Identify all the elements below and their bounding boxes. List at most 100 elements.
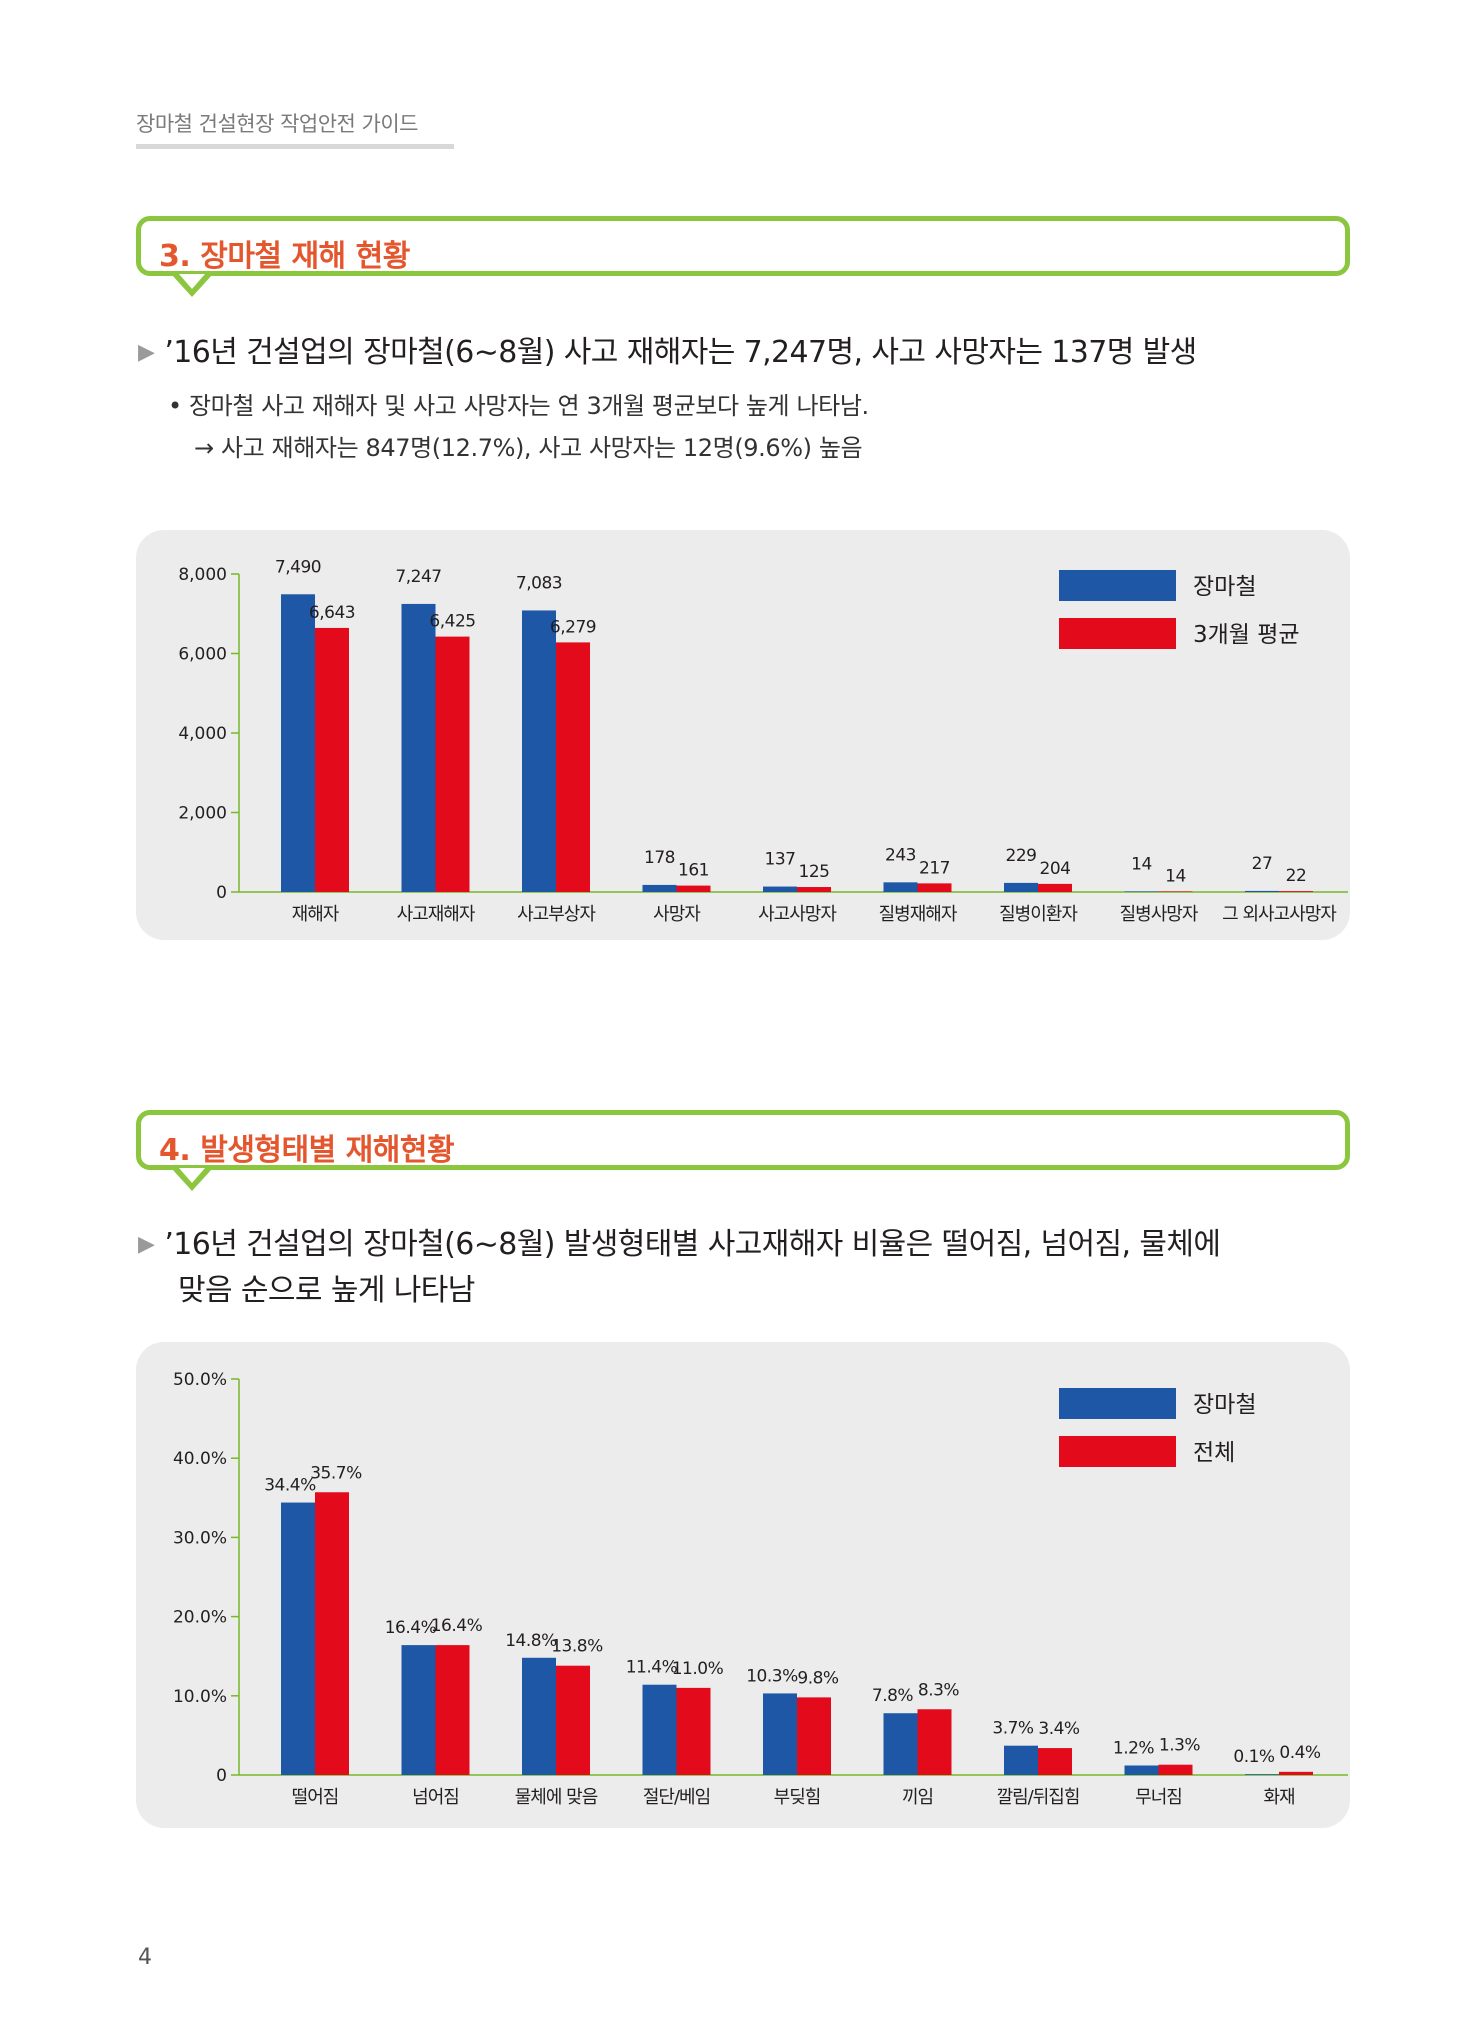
chart1-data-label: 125 bbox=[799, 862, 830, 882]
chart2-x-tick-label: 넘어짐 bbox=[412, 1787, 459, 1808]
chart1-x-tick-label: 사고부상자 bbox=[517, 904, 596, 925]
section4-title: 4. 발생형태별 재해현황 bbox=[159, 1133, 455, 1168]
chart1-data-label: 243 bbox=[885, 845, 916, 865]
chart1-legend-label: 장마철 bbox=[1193, 574, 1256, 600]
chart1-data-label: 6,643 bbox=[309, 603, 355, 623]
chart2-y-tick-label: 40.0% bbox=[173, 1449, 227, 1469]
chart1-bar bbox=[1038, 883, 1072, 892]
chart2-data-label: 16.4% bbox=[385, 1618, 437, 1638]
chart1-y-tick-label: 6,000 bbox=[178, 645, 227, 665]
chart1-bar bbox=[763, 886, 797, 892]
chart2-bar bbox=[315, 1492, 349, 1775]
chart1-x-tick-label: 그 외사고사망자 bbox=[1222, 904, 1337, 925]
running-header: 장마철 건설현장 작업안전 가이드 bbox=[136, 112, 419, 136]
chart2-data-label: 1.2% bbox=[1113, 1738, 1155, 1758]
chart2-data-label: 35.7% bbox=[310, 1463, 362, 1483]
chart1-data-label: 204 bbox=[1040, 859, 1071, 879]
chart2-bar bbox=[676, 1687, 711, 1775]
chart1-bar bbox=[401, 603, 436, 892]
chart1-bar bbox=[917, 883, 952, 892]
chart2-bar bbox=[1124, 1765, 1159, 1775]
chart1-data-label: 6,425 bbox=[429, 612, 475, 632]
chart1-data-label: 7,247 bbox=[395, 567, 441, 587]
chart2-bar bbox=[642, 1684, 677, 1775]
section3-arrow-line: → 사고 재해자는 847명(12.7%), 사고 사망자는 12명(9.6%)… bbox=[194, 434, 863, 462]
chart1-data-label: 27 bbox=[1252, 854, 1273, 874]
chart1-data-label: 7,083 bbox=[516, 573, 562, 593]
triangle-bullet-icon: ▶ bbox=[138, 1232, 155, 1257]
chart1-data-label: 14 bbox=[1165, 866, 1186, 886]
chart1-bar bbox=[315, 627, 349, 892]
chart1-data-label: 14 bbox=[1131, 854, 1152, 874]
chart2-y-tick-label: 10.0% bbox=[173, 1687, 227, 1707]
chart1-y-tick-label: 8,000 bbox=[178, 565, 227, 585]
chart1-x-tick-label: 질병이환자 bbox=[999, 904, 1078, 925]
chart2-data-label: 8.3% bbox=[918, 1680, 960, 1700]
section3-title-tail-inner bbox=[179, 274, 205, 289]
chart2-legend-label: 전체 bbox=[1193, 1440, 1235, 1466]
chart1-x-tick-label: 사고재해자 bbox=[397, 904, 476, 925]
chart2-legend-label: 장마철 bbox=[1193, 1392, 1256, 1418]
chart2-y-tick-label: 30.0% bbox=[173, 1528, 227, 1548]
chart1-y-tick-label: 2,000 bbox=[178, 804, 227, 824]
chart2-data-label: 34.4% bbox=[264, 1476, 316, 1496]
chart2-bar bbox=[522, 1657, 556, 1775]
chart2-data-label: 3.4% bbox=[1038, 1719, 1080, 1739]
chart2-y-tick-label: 50.0% bbox=[173, 1370, 227, 1390]
section3-headline: ▶ ’16년 건설업의 장마철(6∼8월) 사고 재해자는 7,247명, 사고 … bbox=[138, 330, 1197, 376]
chart1-bar bbox=[556, 642, 590, 892]
chart1-x-tick-label: 사고사망자 bbox=[758, 904, 837, 925]
chart2-data-label: 7.8% bbox=[872, 1686, 914, 1706]
section4-headline-line1: ’16년 건설업의 장마철(6∼8월) 발생형태별 사고재해자 비율은 떨어짐,… bbox=[164, 1227, 1221, 1262]
chart1-y-tick-label: 0 bbox=[216, 883, 227, 903]
chart1-bar bbox=[676, 885, 711, 892]
chart2-svg: 0 10.0% 20.0% 30.0% 40.0% 50.0% 34.4%35.7% 떨어짐 1… bbox=[173, 1370, 1348, 1808]
chart1-bar bbox=[1004, 882, 1038, 892]
chart2-x-tick-label: 깔림/뒤집힘 bbox=[997, 1787, 1080, 1808]
chart2-bar bbox=[401, 1645, 436, 1775]
chart2-bar bbox=[1245, 1774, 1279, 1775]
chart1-data-label: 7,490 bbox=[275, 557, 321, 577]
section4-title-box: 4. 발생형태별 재해현황 bbox=[136, 1110, 1350, 1170]
chart1-x-tick-label: 질병사망자 bbox=[1120, 904, 1199, 925]
chart1-data-label: 161 bbox=[678, 861, 709, 881]
chart2-data-label: 11.0% bbox=[672, 1659, 724, 1679]
chart2-legend-swatch bbox=[1059, 1436, 1176, 1467]
chart2-bar bbox=[281, 1502, 315, 1775]
chart2-bar bbox=[797, 1697, 831, 1775]
chart1-bar bbox=[1279, 891, 1313, 892]
section3-title: 3. 장마철 재해 현황 bbox=[159, 239, 410, 274]
chart2-data-label: 1.3% bbox=[1159, 1736, 1201, 1756]
chart1-bar bbox=[435, 636, 470, 892]
section3-bullet: • 장마철 사고 재해자 및 사고 사망자는 연 3개월 평균보다 높게 나타남… bbox=[168, 392, 869, 420]
chart1-legend-swatch bbox=[1059, 570, 1176, 601]
chart2-data-label: 3.7% bbox=[992, 1719, 1034, 1739]
running-header-rule bbox=[136, 144, 454, 149]
chart1-bar bbox=[883, 882, 918, 892]
chart1-data-label: 178 bbox=[644, 848, 675, 868]
chart1-x-tick-label: 재해자 bbox=[292, 904, 340, 925]
chart2-bar bbox=[763, 1693, 797, 1775]
chart2-x-tick-label: 부딪힘 bbox=[774, 1787, 821, 1808]
chart2-data-label: 9.8% bbox=[797, 1668, 839, 1688]
triangle-bullet-icon: ▶ bbox=[138, 340, 155, 365]
chart2-data-label: 13.8% bbox=[551, 1637, 603, 1657]
chart2-bar bbox=[435, 1645, 470, 1775]
chart1-data-label: 217 bbox=[919, 858, 950, 878]
chart1-panel: 0 2,000 4,000 6,000 8,000 7,490 6,643 재해자 7,247 6… bbox=[136, 530, 1350, 940]
chart1-bar bbox=[642, 884, 677, 892]
chart2-bar bbox=[556, 1665, 590, 1775]
section3-headline-text: ’16년 건설업의 장마철(6∼8월) 사고 재해자는 7,247명, 사고 사… bbox=[164, 335, 1197, 370]
chart2-data-label: 14.8% bbox=[505, 1631, 557, 1651]
chart2-x-tick-label: 물체에 맞음 bbox=[515, 1787, 598, 1808]
chart2-data-label: 11.4% bbox=[626, 1658, 678, 1678]
page-number: 4 bbox=[138, 1945, 152, 1970]
chart2-bar bbox=[1158, 1764, 1193, 1775]
section4-headline: ▶ ’16년 건설업의 장마철(6∼8월) 발생형태별 사고재해자 비율은 떨어짐… bbox=[138, 1222, 1221, 1314]
chart1-legend-label: 3개월 평균 bbox=[1193, 622, 1300, 648]
chart1-data-label: 137 bbox=[765, 850, 796, 870]
chart2-data-label: 0.1% bbox=[1233, 1747, 1275, 1767]
chart2-panel: 0 10.0% 20.0% 30.0% 40.0% 50.0% 34.4% 35.7% 떨어짐 1… bbox=[136, 1342, 1350, 1828]
chart2-x-tick-label: 떨어짐 bbox=[292, 1787, 339, 1808]
chart1-svg: 0 2,000 4,000 6,000 8,000 7,490 6,643 재해자 7,247 6… bbox=[178, 557, 1348, 925]
